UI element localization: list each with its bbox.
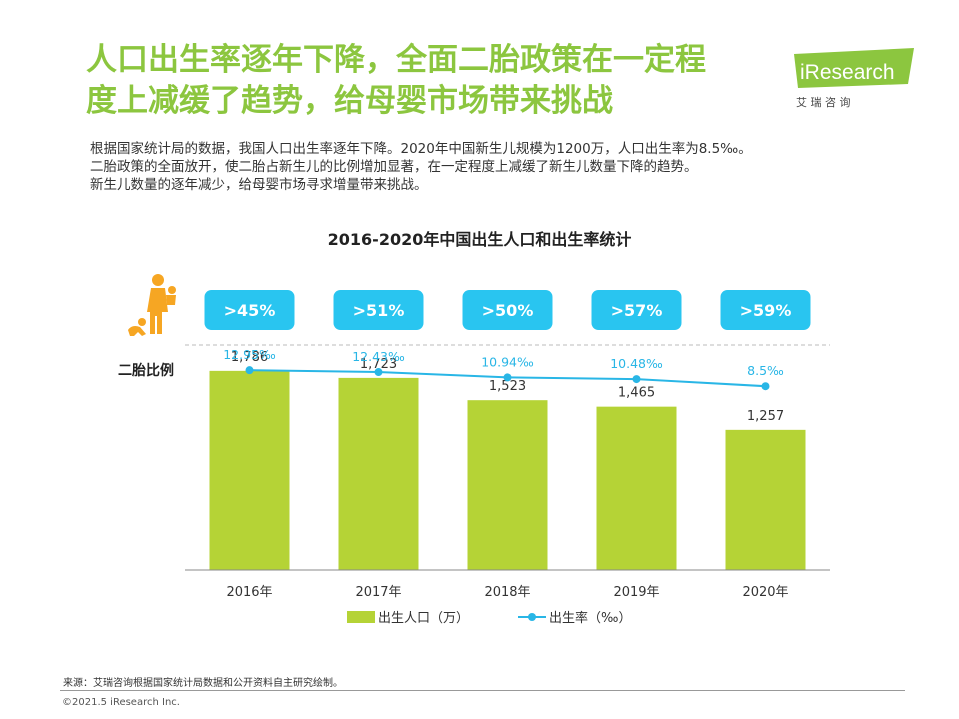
intro-line-1: 根据国家统计局的数据，我国人口出生率逐年下降。2020年中国新生儿规模为1200…	[90, 141, 752, 157]
ratio-badge-5	[720, 290, 811, 330]
legend-line-label: 出生率（‰）	[549, 610, 631, 626]
iresearch-logo: iResearch 艾 瑞 咨 询	[794, 48, 914, 109]
title-line-1: 人口出生率逐年下降，全面二胎政策在一定程	[86, 42, 706, 78]
logo-cn: 艾 瑞 咨 询	[796, 95, 851, 109]
logo-text: iResearch	[800, 61, 895, 84]
rate-value-label-1: 12.95‰	[223, 347, 276, 362]
x-tick-label-4: 2019年	[613, 585, 659, 600]
rate-point-3	[503, 373, 512, 382]
bar-value-label-2: 1,723	[360, 357, 397, 372]
intro-paragraph: 根据国家统计局的数据，我国人口出生率逐年下降。2020年中国新生儿规模为1200…	[90, 140, 930, 194]
x-tick-label-5: 2020年	[742, 585, 788, 600]
bar-value-label-1: 1,786	[231, 350, 268, 365]
ratio-badge-text-3: >50%	[482, 301, 534, 320]
bar-2	[338, 377, 419, 570]
rate-value-label-3: 10.94‰	[481, 354, 534, 369]
bar-value-label-4: 1,465	[618, 386, 655, 401]
bar-value-label-5: 1,257	[747, 409, 784, 424]
footer-divider	[60, 690, 905, 691]
rate-point-4	[632, 375, 641, 384]
page-title: 人口出生率逐年下降，全面二胎政策在一定程 度上减缓了趋势，给母婴市场带来挑战	[86, 40, 786, 122]
chart-title: 2016-2020年中国出生人口和出生率统计	[327, 230, 632, 249]
ratio-badge-4	[591, 290, 682, 330]
legend-bar-label: 出生人口（万）	[378, 611, 469, 626]
bar-5	[725, 429, 806, 570]
rate-point-5	[761, 382, 770, 391]
ratio-badge-3	[462, 290, 553, 330]
intro-line-3: 新生儿数量的逐年减少，给母婴市场寻求增量带来挑战。	[90, 177, 428, 193]
ratio-badge-text-4: >57%	[611, 301, 663, 320]
title-line-2: 度上减缓了趋势，给母婴市场带来挑战	[86, 83, 613, 119]
x-tick-label-1: 2016年	[226, 585, 272, 600]
bar-3	[467, 400, 548, 570]
ratio-badge-2	[333, 290, 424, 330]
source-note: 来源：艾瑞咨询根据国家统计局数据和公开资料自主研究绘制。	[63, 678, 343, 689]
x-tick-label-2: 2017年	[355, 585, 401, 600]
legend-line-marker	[528, 613, 536, 621]
ratio-badge-text-2: >51%	[353, 301, 405, 320]
rate-point-1	[245, 366, 254, 375]
intro-line-2: 二胎政策的全面放开，使二胎占新生儿的比例增加显著，在一定程度上减缓了新生儿数量下…	[90, 159, 698, 175]
mother-child-icon	[128, 274, 176, 336]
ratio-badge-text-5: >59%	[740, 301, 792, 320]
bar-4	[596, 406, 677, 570]
ratio-badge-1	[204, 290, 295, 330]
rate-value-label-5: 8.5‰	[747, 363, 784, 378]
rate-value-label-2: 12.43‰	[352, 349, 405, 364]
second-child-ratio-label: 二胎比例	[118, 363, 174, 379]
rate-value-label-4: 10.48‰	[610, 356, 663, 371]
copyright: ©2021.5 iResearch Inc.	[62, 697, 180, 708]
legend-bar-swatch	[347, 611, 375, 623]
bar-1	[209, 370, 290, 570]
x-tick-label-3: 2018年	[484, 585, 530, 600]
rate-point-2	[374, 368, 383, 377]
ratio-badge-text-1: >45%	[224, 301, 276, 320]
bar-value-label-3: 1,523	[489, 379, 526, 394]
